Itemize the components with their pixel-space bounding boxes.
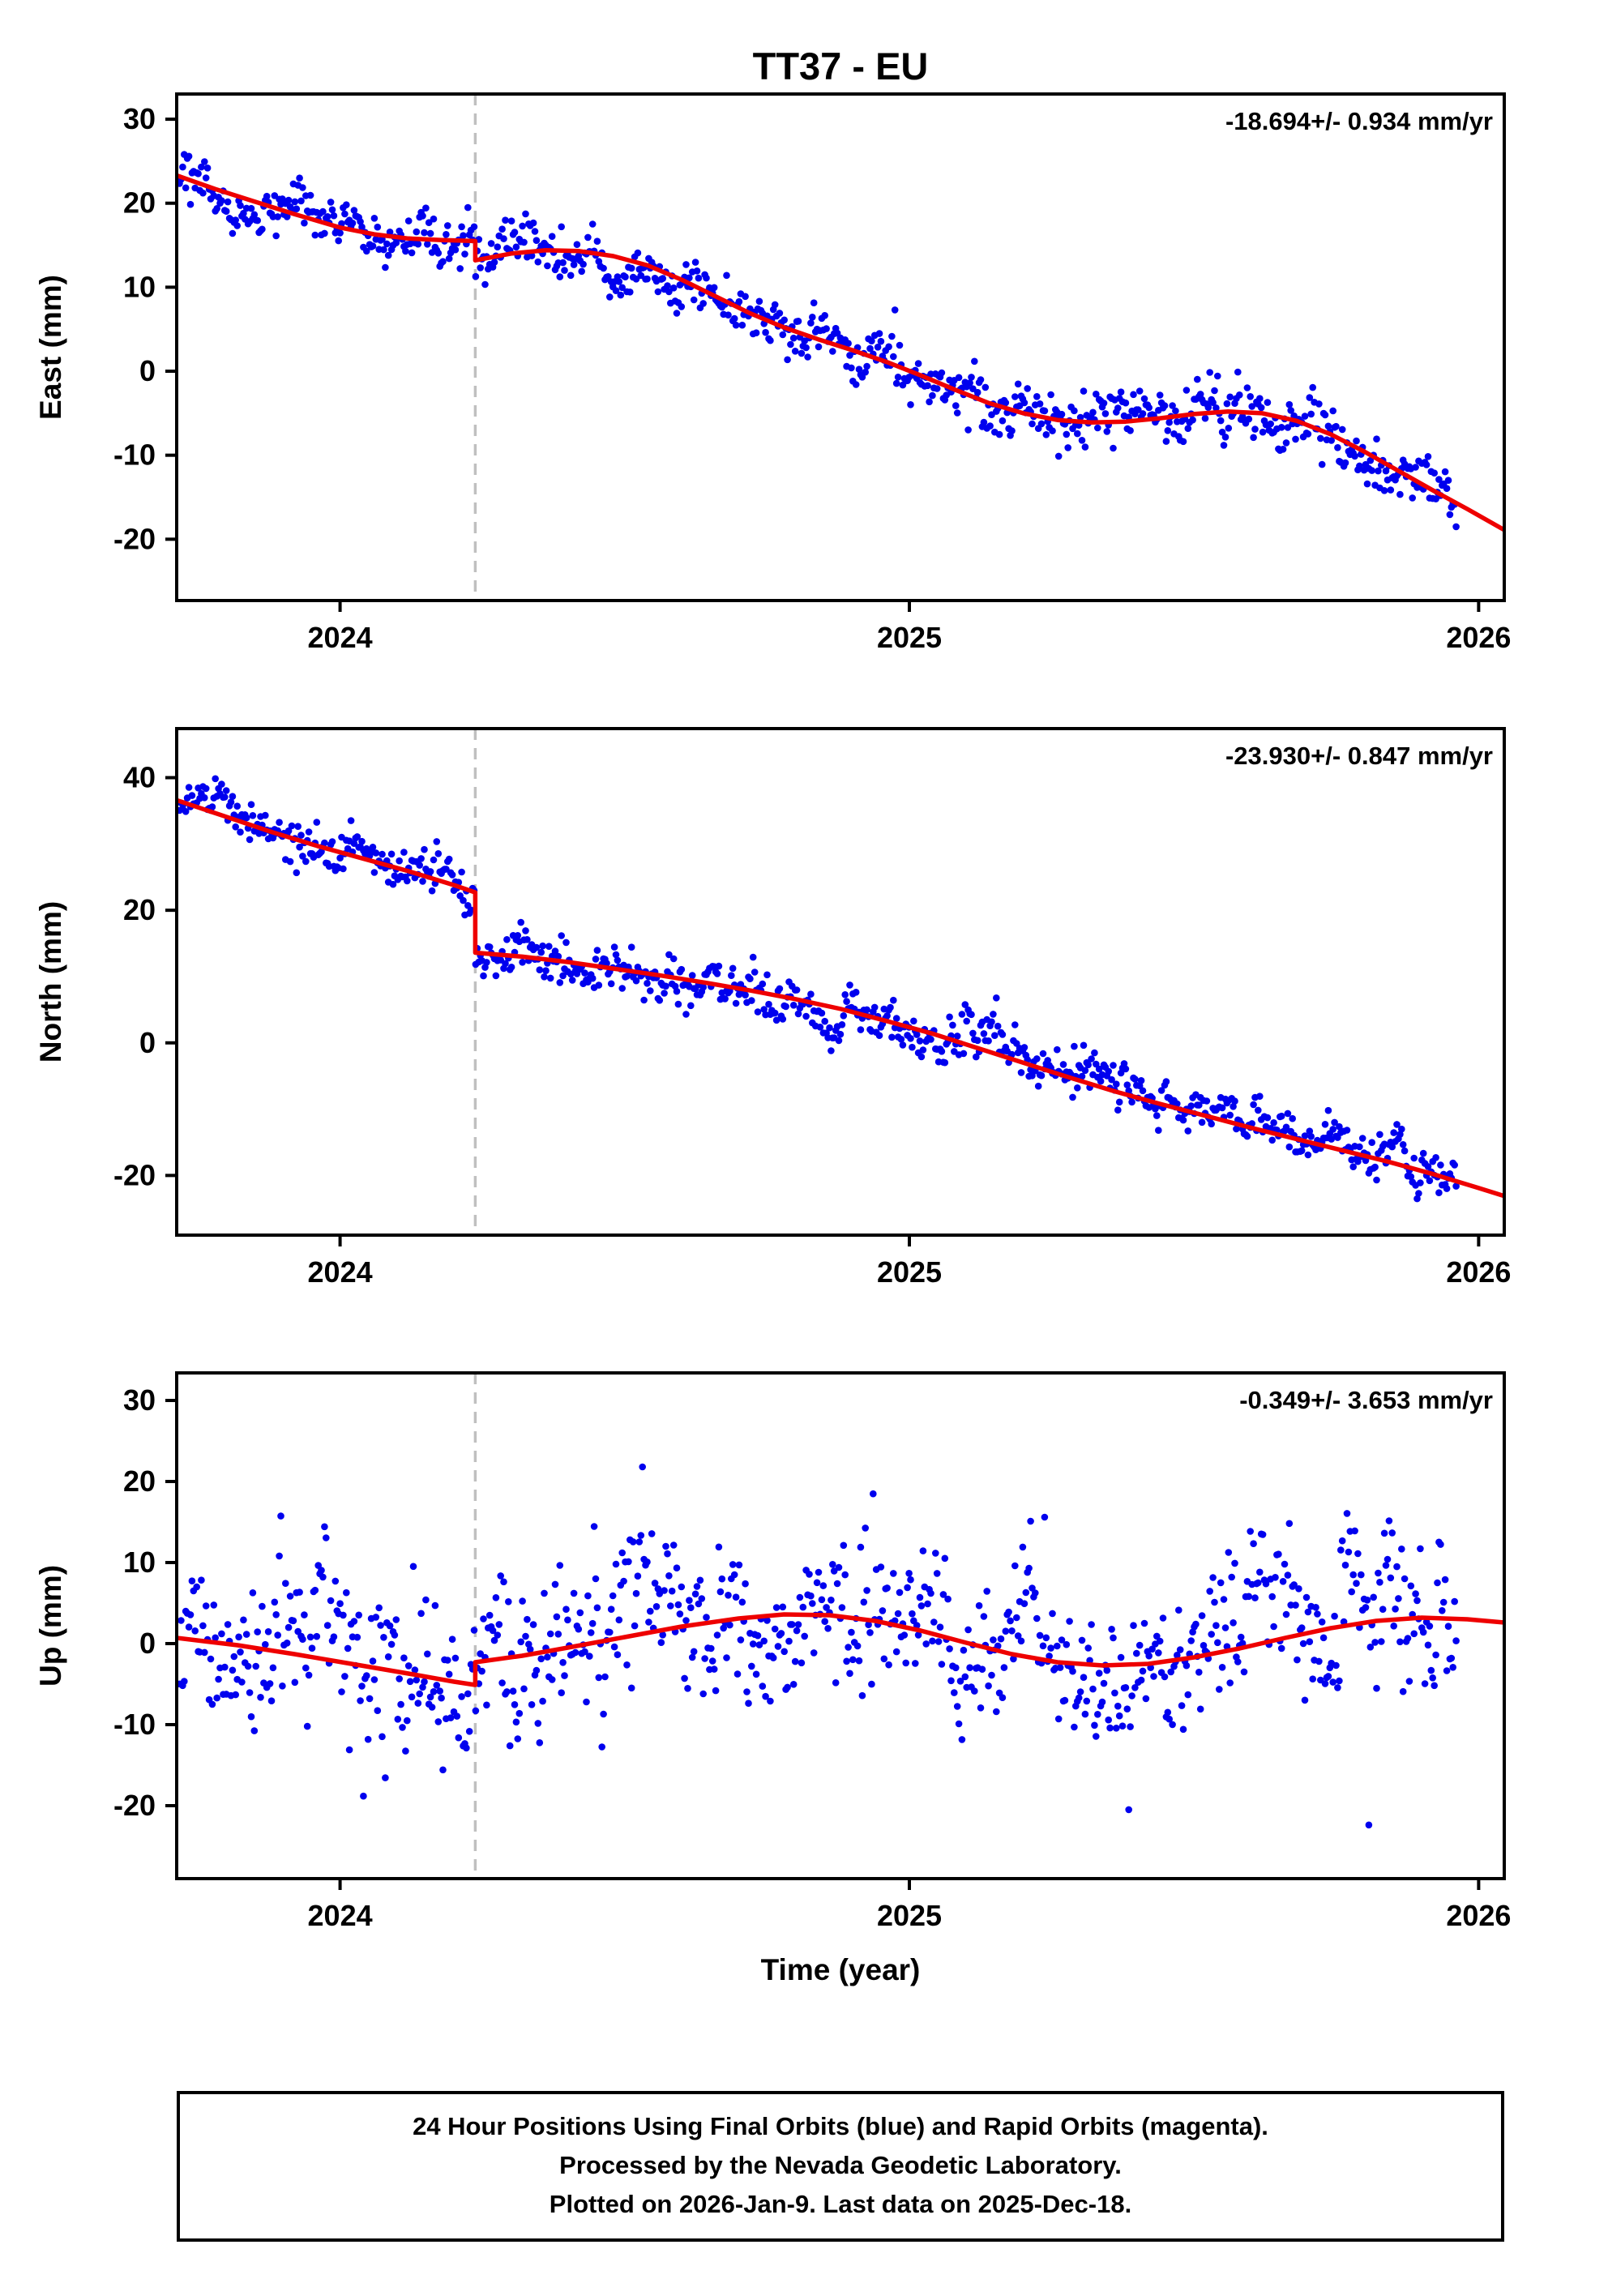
east-rate-label: -18.694+/- 0.934 mm/yr: [1225, 107, 1493, 135]
y-tick-label: -20: [113, 1158, 156, 1191]
y-tick-label: 20: [123, 186, 156, 220]
caption-box: 24 Hour Positions Using Final Orbits (bl…: [177, 2091, 1504, 2243]
caption-line-3: Plotted on 2026-Jan-9. Last data on 2025…: [549, 2190, 1132, 2219]
east-axis-label: East (mm): [34, 275, 67, 420]
x-tick-label: 2025: [877, 1255, 942, 1289]
east-scatter-points: [177, 151, 1460, 531]
north-scatter-points: [177, 775, 1460, 1203]
y-tick-label: 30: [123, 102, 156, 135]
north-panel: 2024 2025 2026 40 20 0 -20 North (mm) -23.930+/-…: [34, 727, 1511, 1289]
y-tick-label: 10: [123, 270, 156, 303]
up-frame: [175, 1371, 1506, 1880]
y-tick-label: 0: [139, 1026, 156, 1059]
east-panel: 2024 2025 2026 30 20 10 0 -10 -20 East (mm) -18.69…: [34, 92, 1511, 654]
y-tick-label: 0: [139, 1627, 156, 1660]
caption-line-1: 24 Hour Positions Using Final Orbits (bl…: [413, 2112, 1268, 2140]
y-tick-label: -20: [113, 1789, 156, 1822]
x-tick-label: 2026: [1446, 621, 1511, 654]
caption-line-2: Processed by the Nevada Geodetic Laborat…: [559, 2151, 1122, 2180]
y-tick-label: 20: [123, 1464, 156, 1498]
north-trend-line: [177, 797, 1504, 1199]
x-tick-label: 2024: [308, 1255, 373, 1289]
x-tick-label: 2024: [308, 1899, 373, 1932]
x-tick-label: 2025: [877, 1899, 942, 1932]
north-rate-label: -23.930+/- 0.847 mm/yr: [1225, 742, 1493, 770]
y-tick-label: 0: [139, 354, 156, 387]
y-tick-label: -20: [113, 522, 156, 555]
north-frame: [175, 727, 1506, 1237]
y-tick-label: -10: [113, 1708, 156, 1741]
east-frame: [175, 92, 1506, 602]
up-rate-label: -0.349+/- 3.653 mm/yr: [1239, 1386, 1493, 1414]
figure-title: TT37 - EU: [752, 45, 929, 88]
y-tick-label: -10: [113, 438, 156, 472]
y-tick-label: 10: [123, 1546, 156, 1579]
x-tick-label: 2024: [308, 621, 373, 654]
y-tick-label: 20: [123, 893, 156, 926]
y-tick-label: 40: [123, 761, 156, 794]
x-tick-label: 2026: [1446, 1899, 1511, 1932]
x-axis-label: Time (year): [760, 1953, 921, 1986]
up-panel: 2024 2025 2026 30 20 10 0 -10 -20 Up (mm) -0.349+/…: [34, 1371, 1511, 1932]
up-trend-line: [177, 1612, 1504, 1687]
x-tick-label: 2026: [1446, 1255, 1511, 1289]
north-axis-label: North (mm): [34, 901, 67, 1062]
east-trend-line: [177, 173, 1504, 532]
x-tick-label: 2025: [877, 621, 942, 654]
y-tick-label: 30: [123, 1383, 156, 1417]
up-axis-label: Up (mm): [34, 1565, 67, 1687]
